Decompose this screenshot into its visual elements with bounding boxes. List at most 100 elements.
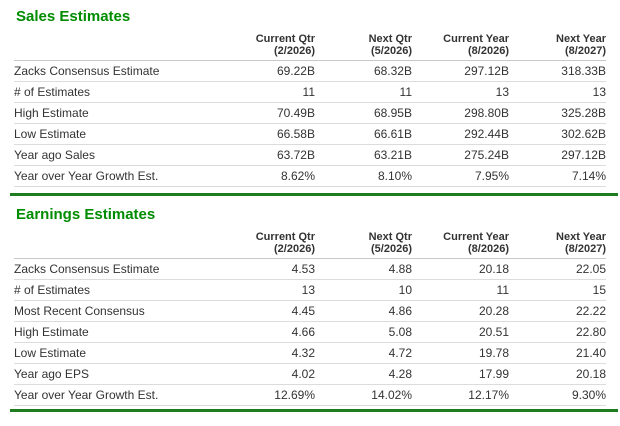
column-header-date: (5/2026)	[371, 243, 412, 255]
column-header: Next Year (8/2027)	[509, 230, 606, 259]
cell-value: 5.08	[315, 321, 412, 343]
cell-value: 11	[218, 81, 315, 103]
cell-value: 20.18	[509, 363, 606, 385]
row-label: # of Estimates	[14, 81, 218, 103]
cell-value: 318.33B	[509, 60, 606, 82]
cell-value: 63.72B	[218, 144, 315, 166]
cell-value: 11	[315, 81, 412, 103]
cell-value: 17.99	[412, 363, 509, 385]
column-header-period: Current Qtr	[255, 33, 315, 45]
cell-value: 297.12B	[412, 60, 509, 82]
row-label: Low Estimate	[14, 123, 218, 145]
row-label: Low Estimate	[14, 342, 218, 364]
cell-value: 325.28B	[509, 102, 606, 124]
section-title: Earnings Estimates	[16, 206, 156, 223]
cell-value: 302.62B	[509, 123, 606, 145]
column-header-period: Next Qtr	[368, 231, 412, 243]
column-header-period: Current Year	[443, 33, 509, 45]
cell-value: 4.02	[218, 363, 315, 385]
table-row: Year ago EPS 4.02 4.28 17.99 20.18	[14, 363, 606, 385]
column-header: Current Year (8/2026)	[412, 32, 509, 61]
cell-value: 70.49B	[218, 102, 315, 124]
column-header-date: (5/2026)	[371, 45, 412, 57]
table-row: # of Estimates 13 10 11 15	[14, 279, 606, 301]
column-header-period: Current Year	[443, 231, 509, 243]
cell-value: 4.72	[315, 342, 412, 364]
column-header-date: (2/2026)	[274, 243, 315, 255]
cell-value: 21.40	[509, 342, 606, 364]
row-label: Year ago Sales	[14, 144, 218, 166]
column-header: Next Qtr (5/2026)	[315, 32, 412, 61]
cell-value: 12.69%	[218, 384, 315, 406]
row-label-header-spacer	[14, 32, 218, 61]
column-header-period: Current Qtr	[255, 231, 315, 243]
cell-value: 12.17%	[412, 384, 509, 406]
column-header-row: Current Qtr (2/2026) Next Qtr (5/2026) Curre…	[14, 230, 606, 259]
cell-value: 4.88	[315, 258, 412, 280]
column-header: Current Year (8/2026)	[412, 230, 509, 259]
column-header-date: (8/2027)	[565, 243, 606, 255]
column-header-period: Next Qtr	[368, 33, 412, 45]
column-header-date: (8/2026)	[468, 243, 509, 255]
cell-value: 66.58B	[218, 123, 315, 145]
cell-value: 63.21B	[315, 144, 412, 166]
column-header-row: Current Qtr (2/2026) Next Qtr (5/2026) Curre…	[14, 32, 606, 61]
table-row: Low Estimate 66.58B 66.61B 292.44B 302.62B	[14, 123, 606, 145]
cell-value: 7.95%	[412, 165, 509, 187]
column-header-date: (8/2026)	[468, 45, 509, 57]
column-header: Current Qtr (2/2026)	[218, 230, 315, 259]
cell-value: 20.18	[412, 258, 509, 280]
cell-value: 13	[218, 279, 315, 301]
column-header-date: (2/2026)	[274, 45, 315, 57]
table-row: High Estimate 70.49B 68.95B 298.80B 325.28B	[14, 102, 606, 124]
section-divider	[10, 193, 618, 196]
table-row: Zacks Consensus Estimate 4.53 4.88 20.18 22.…	[14, 258, 606, 280]
row-label: High Estimate	[14, 321, 218, 343]
cell-value: 8.10%	[315, 165, 412, 187]
cell-value: 69.22B	[218, 60, 315, 82]
estimates-report: Sales Estimates Current Qtr (2/2026) Next …	[0, 9, 620, 412]
cell-value: 22.22	[509, 300, 606, 322]
cell-value: 14.02%	[315, 384, 412, 406]
cell-value: 4.45	[218, 300, 315, 322]
cell-value: 11	[412, 279, 509, 301]
cell-value: 68.95B	[315, 102, 412, 124]
column-header: Next Year (8/2027)	[509, 32, 606, 61]
row-label: Zacks Consensus Estimate	[14, 60, 218, 82]
table-row: Most Recent Consensus 4.45 4.86 20.28 22.22	[14, 300, 606, 322]
table-row: Year over Year Growth Est. 12.69% 14.02% 12…	[14, 384, 606, 406]
cell-value: 66.61B	[315, 123, 412, 145]
cell-value: 8.62%	[218, 165, 315, 187]
column-header: Next Qtr (5/2026)	[315, 230, 412, 259]
estimates-table: Current Qtr (2/2026) Next Qtr (5/2026) Curre…	[14, 230, 606, 406]
table-row: Year over Year Growth Est. 8.62% 8.10% 7.95…	[14, 165, 606, 187]
column-header-period: Next Year	[556, 33, 606, 45]
cell-value: 10	[315, 279, 412, 301]
column-header-date: (8/2027)	[565, 45, 606, 57]
estimates-section: Sales Estimates Current Qtr (2/2026) Next …	[0, 9, 620, 196]
cell-value: 4.53	[218, 258, 315, 280]
cell-value: 4.66	[218, 321, 315, 343]
row-label: Year over Year Growth Est.	[14, 165, 218, 187]
cell-value: 13	[412, 81, 509, 103]
section-title: Sales Estimates	[16, 8, 131, 25]
table-row: Zacks Consensus Estimate 69.22B 68.32B 297.…	[14, 60, 606, 82]
cell-value: 9.30%	[509, 384, 606, 406]
table-row: # of Estimates 11 11 13 13	[14, 81, 606, 103]
cell-value: 298.80B	[412, 102, 509, 124]
cell-value: 292.44B	[412, 123, 509, 145]
cell-value: 15	[509, 279, 606, 301]
estimates-table: Current Qtr (2/2026) Next Qtr (5/2026) Curre…	[14, 32, 606, 187]
cell-value: 4.86	[315, 300, 412, 322]
cell-value: 20.28	[412, 300, 509, 322]
cell-value: 22.80	[509, 321, 606, 343]
row-label: Most Recent Consensus	[14, 300, 218, 322]
table-row: High Estimate 4.66 5.08 20.51 22.80	[14, 321, 606, 343]
cell-value: 20.51	[412, 321, 509, 343]
cell-value: 275.24B	[412, 144, 509, 166]
row-label: Year ago EPS	[14, 363, 218, 385]
cell-value: 22.05	[509, 258, 606, 280]
cell-value: 297.12B	[509, 144, 606, 166]
column-header-period: Next Year	[556, 231, 606, 243]
cell-value: 13	[509, 81, 606, 103]
